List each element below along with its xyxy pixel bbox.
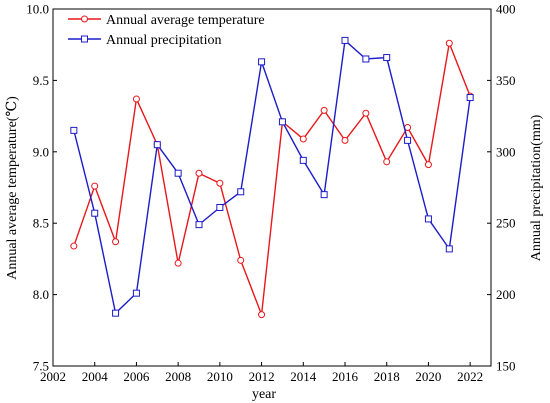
temperature-point [341, 136, 349, 144]
y-left-tick-label: 9.5 [33, 73, 49, 88]
precipitation-point [466, 94, 474, 102]
y-left-tick-label: 7.5 [33, 359, 49, 374]
precipitation-point [91, 209, 99, 217]
temperature-point [362, 109, 370, 117]
y-axis-right-title: Annual precipitation(mm) [529, 114, 544, 261]
legend-item-precipitation: Annual precipitation [68, 33, 221, 48]
x-tick-label: 2006 [123, 369, 150, 384]
legend-temperature-marker [81, 15, 88, 23]
temperature-point [258, 311, 266, 319]
legend-temperature-label: Annual average temperature [106, 13, 265, 28]
precipitation-point [216, 203, 224, 211]
y-left-tick-label: 9.0 [33, 144, 49, 159]
temperature-point [445, 39, 453, 47]
y-right-tick-label: 300 [496, 144, 516, 159]
temperature-point [299, 135, 307, 143]
precipitation-point [404, 136, 412, 144]
precipitation-point [112, 309, 120, 317]
temperature-point [383, 158, 391, 166]
precipitation-point [70, 126, 78, 134]
x-tick-label: 2002 [40, 369, 66, 384]
temperature-point [91, 182, 99, 190]
precipitation-point [424, 215, 432, 223]
series-precipitation [70, 36, 474, 317]
x-axis: 2002 2004 2006 2008 2010 2012 2014 2016 2018 2020… [40, 362, 483, 384]
series-temperature [70, 39, 474, 319]
temperature-point [320, 106, 328, 114]
x-tick-label: 2022 [457, 369, 483, 384]
x-tick-label: 2014 [290, 369, 317, 384]
y-right-tick-label: 200 [496, 287, 516, 302]
x-tick-label: 2016 [332, 369, 359, 384]
temperature-point [195, 169, 203, 177]
precipitation-point [174, 169, 182, 177]
x-axis-title: year [252, 387, 276, 402]
x-tick-label: 2010 [207, 369, 233, 384]
precipitation-point [153, 141, 161, 149]
legend: Annual average temperature Annual precip… [68, 13, 265, 48]
x-tick-label: 2018 [374, 369, 400, 384]
x-tick-label: 2004 [82, 369, 109, 384]
temperature-point [112, 238, 120, 246]
y-left-tick-label: 8.0 [33, 287, 49, 302]
y-left-tick-label: 8.5 [33, 216, 49, 231]
y-axis-left-title: Annual average temperature(℃) [5, 96, 20, 280]
y-right-tick-label: 150 [496, 359, 516, 374]
temperature-point [174, 259, 182, 267]
y-right-tick-label: 350 [496, 73, 516, 88]
legend-item-temperature: Annual average temperature [68, 13, 265, 28]
x-tick-label: 2012 [249, 369, 275, 384]
precipitation-point [237, 188, 245, 196]
precipitation-point [341, 36, 349, 44]
legend-precipitation-marker [81, 35, 88, 43]
precipitation-point [299, 156, 307, 164]
y-axis-right: 150 200 250 300 350 400 [487, 2, 516, 374]
y-right-tick-label: 400 [496, 2, 516, 17]
precipitation-line [73, 39, 471, 314]
legend-precipitation-label: Annual precipitation [106, 33, 221, 48]
y-axis-left: 7.5 8.0 8.5 9.0 9.5 10.0 [26, 2, 57, 374]
precipitation-point [258, 58, 266, 66]
y-right-tick-label: 250 [496, 216, 516, 231]
precipitation-point [320, 191, 328, 199]
precipitation-point [195, 221, 203, 229]
temperature-point [216, 179, 224, 187]
x-tick-label: 2020 [415, 369, 441, 384]
precipitation-point [383, 54, 391, 62]
temperature-point [132, 95, 140, 103]
plot-frame [52, 8, 492, 367]
temperature-point [237, 256, 245, 264]
series-layer [70, 36, 474, 319]
temperature-point [424, 161, 432, 169]
y-left-tick-label: 10.0 [26, 2, 49, 17]
temperature-line [73, 42, 471, 316]
precipitation-point [362, 55, 370, 63]
precipitation-point [278, 118, 286, 126]
plot-border [52, 8, 492, 367]
x-tick-label: 2008 [165, 369, 191, 384]
precipitation-point [445, 245, 453, 253]
precipitation-point [132, 289, 140, 297]
temperature-point [70, 242, 78, 250]
